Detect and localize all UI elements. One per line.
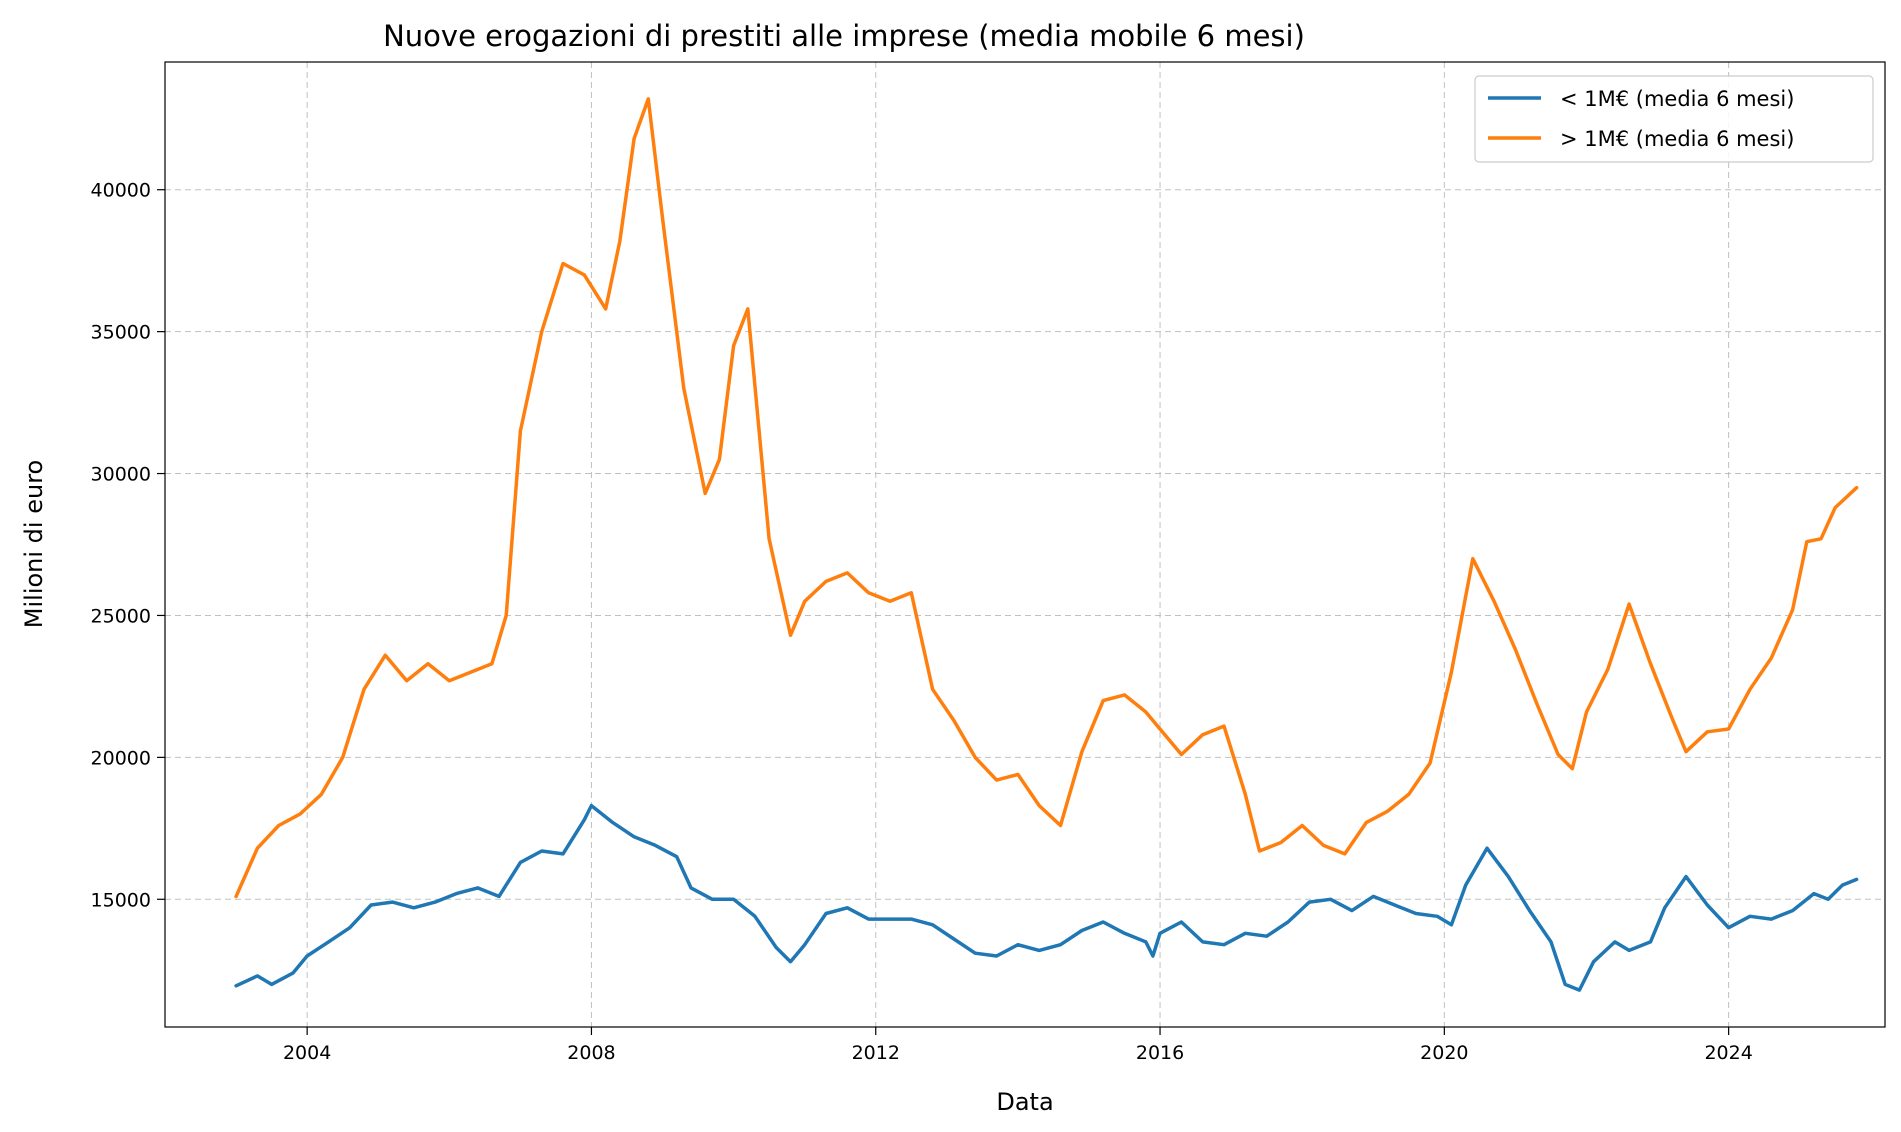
legend-label-series-2: > 1M€ (media 6 mesi) (1560, 127, 1794, 151)
x-tick-label-2020: 2020 (1420, 1042, 1468, 1064)
series-line-2 (234, 97, 1859, 899)
legend-label-series-1: < 1M€ (media 6 mesi) (1560, 87, 1794, 111)
y-axis-ticks: 15000 20000 25000 30000 35000 40000 (91, 180, 165, 911)
y-axis-label: Milioni di euro (20, 460, 48, 628)
y-tick-label-30000: 30000 (91, 464, 151, 486)
x-tick-label-2004: 2004 (283, 1042, 331, 1064)
y-tick-label-20000: 20000 (91, 747, 151, 769)
grid-layer (165, 62, 1885, 1027)
y-tick-label-15000: 15000 (91, 889, 151, 911)
x-tick-label-2012: 2012 (852, 1042, 900, 1064)
x-axis-ticks: 2004 2008 2012 2016 2020 2024 (283, 1027, 1753, 1064)
x-tick-label-2016: 2016 (1136, 1042, 1184, 1064)
legend-box (1474, 75, 1874, 163)
x-tick-label-2024: 2024 (1704, 1042, 1752, 1064)
y-tick-label-25000: 25000 (91, 605, 151, 627)
legend: < 1M€ (media 6 mesi) > 1M€ (media 6 mesi… (1474, 75, 1874, 163)
plot-area-border (164, 61, 1886, 1028)
x-axis-label: Data (996, 1088, 1053, 1116)
chart-title: Nuove erogazioni di prestiti alle impres… (383, 19, 1305, 53)
series-layer (234, 97, 1859, 992)
x-tick-label-2008: 2008 (567, 1042, 615, 1064)
y-tick-label-35000: 35000 (91, 322, 151, 344)
y-tick-label-40000: 40000 (91, 180, 151, 202)
series-line-1 (234, 803, 1859, 992)
